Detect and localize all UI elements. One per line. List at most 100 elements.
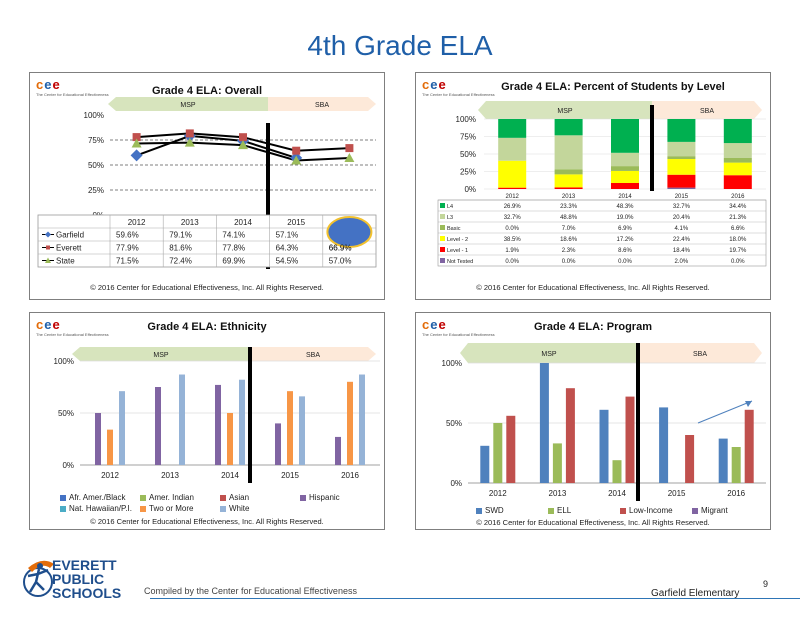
table-cell: 74.1% (222, 231, 245, 240)
data-point (130, 149, 143, 162)
cee-logo-letters: cee (36, 317, 61, 332)
sba-banner-arrow (250, 347, 376, 361)
table-cell: 18.4% (673, 248, 691, 254)
stacked-bar-segment (667, 141, 696, 157)
bar-white (119, 391, 125, 465)
table-cell: 2.3% (562, 248, 576, 254)
stacked-bar-segment (554, 174, 583, 188)
cee-logo-letters: cee (422, 317, 447, 332)
table-cell: 0.0% (731, 259, 745, 265)
stacked-bar-segment (723, 162, 752, 176)
data-point (239, 133, 247, 142)
table-cell: 66.9% (329, 244, 352, 253)
series-line-garfield (136, 134, 297, 159)
legend-swatch (300, 494, 306, 501)
bar-two-or-more (227, 413, 233, 465)
y-tick-label: 0% (450, 479, 462, 488)
trend-arrow-line (697, 400, 753, 424)
data-point (184, 137, 195, 147)
chart-title: Grade 4 ELA: Percent of Students by Leve… (501, 81, 725, 93)
table-series-label: Not Tested (447, 259, 473, 265)
msp-label: MSP (153, 352, 169, 359)
x-tick-label: 2014 (221, 471, 239, 480)
bar-white (179, 374, 185, 465)
data-table (437, 199, 767, 267)
legend-swatch (60, 494, 66, 501)
table-cell: 69.9% (222, 257, 245, 266)
table-cell: 22.4% (673, 237, 691, 243)
table-year-label: 2014 (618, 194, 632, 200)
stacked-bar-segment (611, 170, 639, 183)
bar-low-income (685, 435, 695, 483)
legend-swatch (140, 505, 146, 512)
stacked-bar-segment (667, 159, 696, 175)
table-cell: 81.6% (169, 244, 192, 253)
table-cell: 72.4% (169, 257, 192, 266)
msp-banner-arrow (460, 343, 638, 363)
table-series-label: Everett (56, 244, 82, 253)
legend-swatch (440, 203, 445, 208)
bar-two-or-more (287, 391, 293, 465)
msp-banner-arrow (108, 97, 268, 111)
everett-schools-logo (23, 560, 54, 597)
table-cell: 0.0% (505, 259, 519, 265)
legend-swatch (440, 258, 445, 263)
sba-banner-arrow (638, 343, 762, 363)
bar-white (239, 379, 245, 465)
legend-item: Low-Income (620, 506, 673, 515)
legend-swatch (440, 225, 445, 230)
y-tick-label: 100% (456, 115, 476, 124)
sba-label: SBA (306, 352, 320, 359)
figure-body-icon (27, 568, 49, 593)
stacked-bar-segment (667, 119, 696, 142)
data-point (131, 138, 142, 148)
stacked-bar-segment (667, 187, 696, 189)
overall-chart-panel: cee The Center for Educational Effective… (29, 72, 385, 300)
bar-hispanic (335, 436, 341, 465)
legend-label: SWD (485, 506, 504, 515)
stacked-bar-segment (554, 187, 583, 189)
x-tick-label: 2015 (281, 471, 299, 480)
cee-logo-letters: cee (36, 77, 61, 92)
table-cell: 32.7% (673, 204, 691, 210)
x-tick-label: 2013 (161, 471, 179, 480)
data-point (291, 155, 302, 165)
table-year-label: 2012 (506, 194, 520, 200)
legend-swatch (692, 507, 698, 514)
table-cell: 7.0% (562, 226, 576, 232)
bar-ell (552, 443, 562, 483)
table-cell: 64.3% (276, 244, 299, 253)
legend-swatch (220, 505, 226, 512)
bar-low-income (506, 415, 516, 483)
cee-logo: cee The Center for Educational Effective… (36, 77, 109, 97)
legend-label: Low-Income (629, 506, 673, 515)
table-series-label: Level - 1 (447, 248, 468, 254)
table-cell: 77.9% (116, 244, 139, 253)
data-point (292, 146, 301, 155)
table-cell: 48.8% (560, 215, 578, 221)
legend-label: Hispanic (309, 493, 340, 502)
stacked-bar-segment (611, 152, 639, 167)
y-tick-label: 25% (88, 186, 104, 195)
x-tick-label: 2016 (341, 471, 359, 480)
y-tick-label: 50% (58, 409, 74, 418)
table-series-label: L4 (447, 204, 453, 210)
table-cell: 18.0% (729, 237, 747, 243)
table-year-label: 2014 (234, 218, 252, 227)
legend-swatch (60, 505, 66, 512)
chart-title: Grade 4 ELA: Ethnicity (147, 321, 267, 333)
table-cell: 20.4% (673, 215, 691, 221)
legend-item: ELL (548, 506, 571, 515)
stacked-bar-segment (498, 137, 527, 161)
stacked-bar-segment (498, 187, 527, 189)
program-bar-chart: MSP SBA 100% 50% 0% 2012 2013 2014 2015 2016 (442, 343, 766, 501)
data-point (344, 153, 355, 162)
copyright-text: © 2016 Center for Educational Effectiven… (90, 517, 324, 526)
table-cell: 59.6% (116, 231, 139, 240)
table-cell: 71.5% (116, 257, 139, 266)
legend-label: Amer. Indian (149, 493, 194, 502)
everett-schools-wordmark: EVERETT PUBLIC SCHOOLS (52, 557, 122, 601)
bar-white (359, 374, 365, 465)
y-tick-label: 25% (460, 168, 476, 177)
legend-label: Afr. Amer./Black (69, 493, 126, 502)
